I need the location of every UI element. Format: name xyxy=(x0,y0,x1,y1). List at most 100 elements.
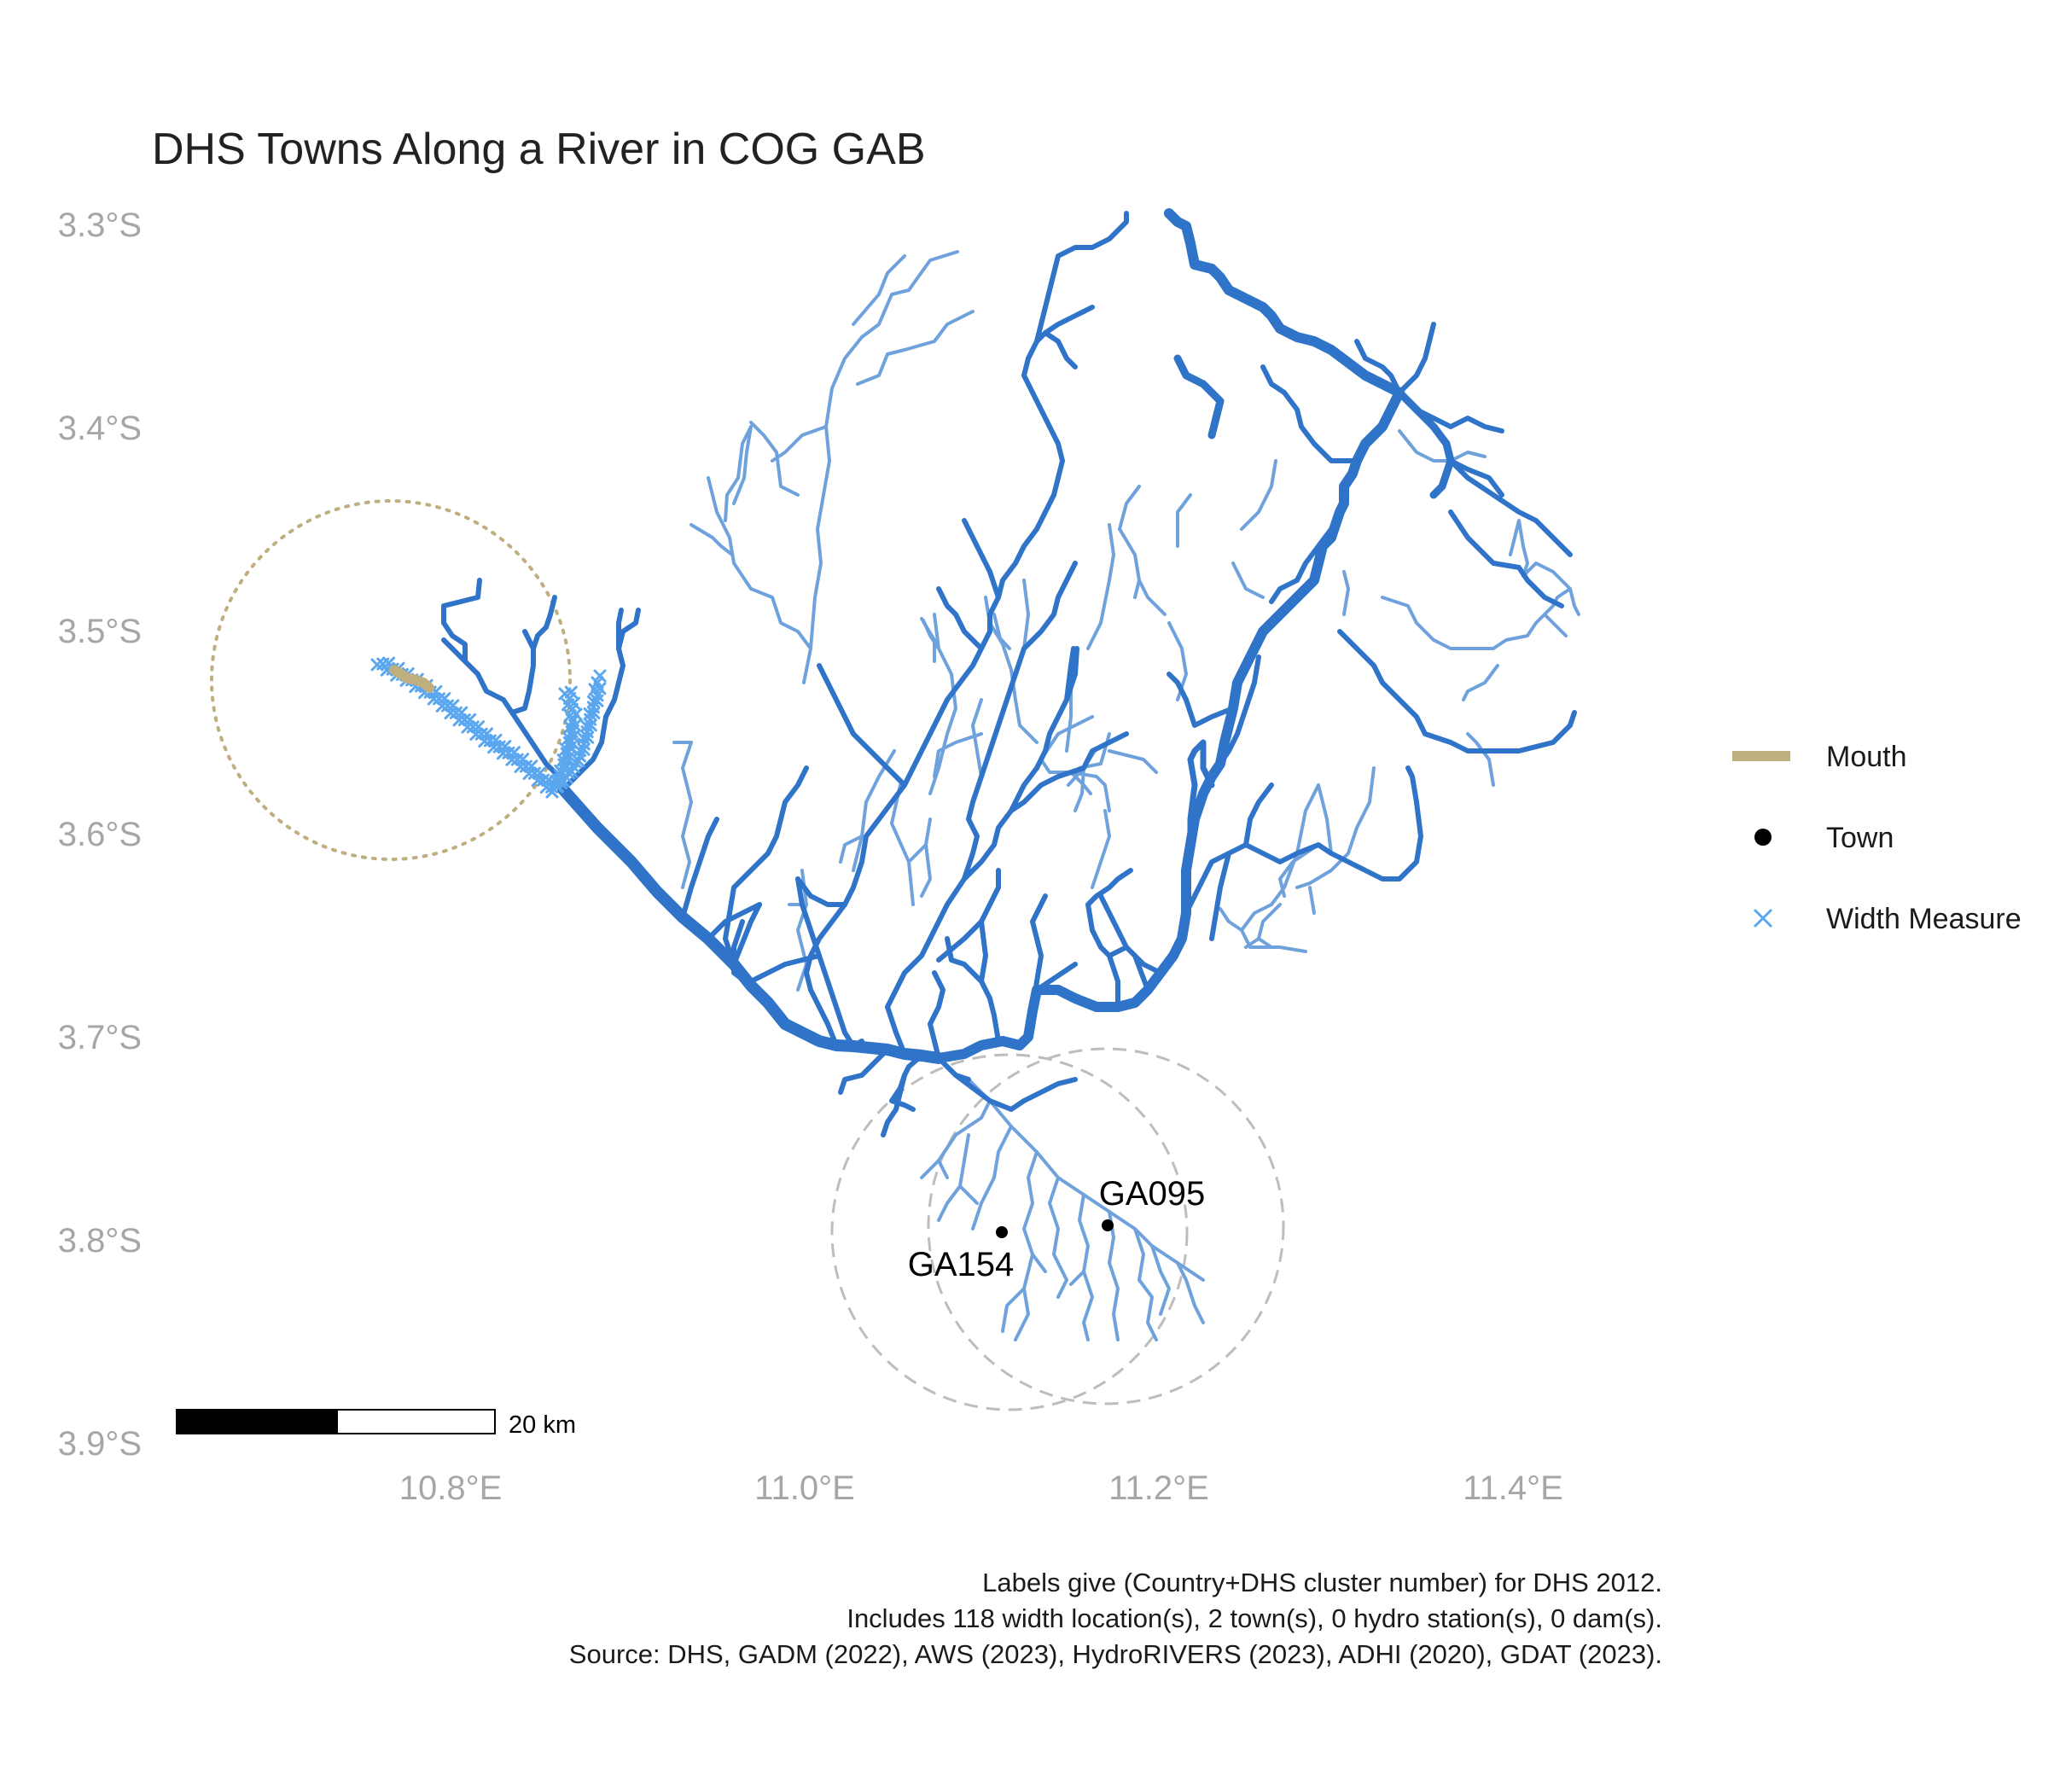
river-segment xyxy=(1397,322,1436,395)
width-measure-cross xyxy=(591,676,604,689)
river-segment xyxy=(1176,493,1192,548)
mouth-buffer-circle xyxy=(210,499,572,861)
river-segment xyxy=(1342,570,1350,616)
scale-bar: 20 km xyxy=(176,1409,576,1439)
river-segment xyxy=(1085,868,1133,1009)
river-segment xyxy=(1118,485,1141,531)
town-buffer-circle-ga154 xyxy=(830,1053,1189,1411)
river-segment xyxy=(1308,886,1316,915)
river-segment xyxy=(1009,646,1079,813)
lon-tick-label: 10.8°E xyxy=(399,1469,503,1507)
river-segment xyxy=(928,970,945,1061)
width-measure-cross xyxy=(559,742,573,756)
river-segment xyxy=(922,619,940,650)
width-measure-cross xyxy=(554,769,567,783)
river-segment xyxy=(1176,1261,1205,1324)
river-segment xyxy=(838,1047,890,1095)
river-segment xyxy=(1568,587,1580,616)
river-segment xyxy=(1150,1244,1171,1316)
river-segment xyxy=(1260,364,1359,463)
legend-town-label: Town xyxy=(1826,822,1894,854)
width-measure-cross xyxy=(593,669,607,683)
river-segment xyxy=(1466,732,1495,787)
river-segment xyxy=(1462,664,1499,701)
river-segment xyxy=(1108,749,1158,774)
width-measure-cross xyxy=(577,731,591,745)
river-segment xyxy=(771,425,828,463)
river-segment xyxy=(920,1099,992,1179)
caption-line: Includes 118 width location(s), 2 town(s… xyxy=(847,1603,1662,1633)
river-segment xyxy=(1395,388,1455,499)
river-segment xyxy=(732,425,753,505)
towns: GA095 GA154 xyxy=(908,1175,1206,1283)
river-segment xyxy=(1231,561,1265,599)
town-point-ga095[interactable] xyxy=(1102,1219,1114,1231)
river-segment xyxy=(1354,339,1402,395)
legend-town-swatch xyxy=(1754,829,1772,846)
lon-tick-label: 11.0°E xyxy=(754,1469,855,1507)
width-measure-cross xyxy=(550,775,563,788)
river-segment xyxy=(936,586,984,651)
river-segment xyxy=(731,902,762,967)
town-point-ga154[interactable] xyxy=(996,1226,1008,1238)
river-segment xyxy=(1183,739,1215,874)
width-measure-cross xyxy=(580,719,594,733)
river-segment xyxy=(1218,655,1261,766)
river-segment xyxy=(839,835,864,864)
river-segment xyxy=(1398,429,1487,463)
river-segment xyxy=(992,613,1011,650)
river-segment xyxy=(962,561,1078,881)
river-segment xyxy=(804,305,1095,1048)
river-segment xyxy=(953,1073,1078,1112)
river-segment xyxy=(681,741,693,889)
river-segment xyxy=(1317,783,1333,855)
river-segment xyxy=(1086,523,1115,650)
river-segment xyxy=(1078,1193,1094,1341)
river-segment xyxy=(1069,771,1111,812)
river-segment xyxy=(890,822,915,906)
river-segment xyxy=(561,608,641,792)
river-segment xyxy=(1034,962,1078,992)
river-segment xyxy=(1001,1287,1026,1333)
lat-tick-label: 3.6°S xyxy=(58,816,142,853)
lat-tick-label: 3.3°S xyxy=(58,207,142,244)
river-segment xyxy=(856,310,975,386)
width-measure-cross xyxy=(563,720,577,734)
river-segment xyxy=(1031,1253,1047,1273)
river-segment xyxy=(1099,732,1111,765)
river-segment xyxy=(885,731,1129,1056)
river-segment xyxy=(1448,458,1573,557)
river-segment xyxy=(1030,893,1048,1014)
legend-mouth-label: Mouth xyxy=(1826,741,1907,773)
river-segment xyxy=(1034,211,1129,344)
river-segment xyxy=(1107,945,1129,958)
caption-line: Labels give (Country+DHS cluster number)… xyxy=(982,1568,1662,1597)
river-segment xyxy=(795,876,847,907)
river-segment xyxy=(945,936,1001,1044)
lat-tick-label: 3.5°S xyxy=(58,613,142,650)
lon-tick-label: 11.2°E xyxy=(1108,1469,1209,1507)
river-segment xyxy=(809,250,959,650)
river-segment xyxy=(1173,354,1225,439)
river-segment xyxy=(962,518,1001,600)
town-buffer-circle-ga095 xyxy=(927,1047,1285,1405)
river-segment xyxy=(1064,646,1076,702)
river-segment xyxy=(1091,809,1111,889)
river-segment xyxy=(1243,783,1274,847)
river-segment xyxy=(748,953,822,984)
river-segment xyxy=(958,1184,979,1205)
river-segment xyxy=(933,732,983,778)
river-segment xyxy=(795,876,856,1049)
river-segment xyxy=(852,254,906,326)
lat-tick-label: 3.4°S xyxy=(58,410,142,447)
lon-tick-label: 11.4°E xyxy=(1463,1469,1563,1507)
river-segment xyxy=(907,843,928,864)
river-segment xyxy=(1022,579,1030,650)
width-measure-cross xyxy=(573,744,587,758)
scale-bar-white-segment xyxy=(336,1409,496,1434)
river-segment xyxy=(1043,330,1078,369)
river-segment xyxy=(1209,851,1231,941)
caption: Labels give (Country+DHS cluster number)… xyxy=(569,1568,1662,1669)
river-segment xyxy=(1118,527,1141,599)
